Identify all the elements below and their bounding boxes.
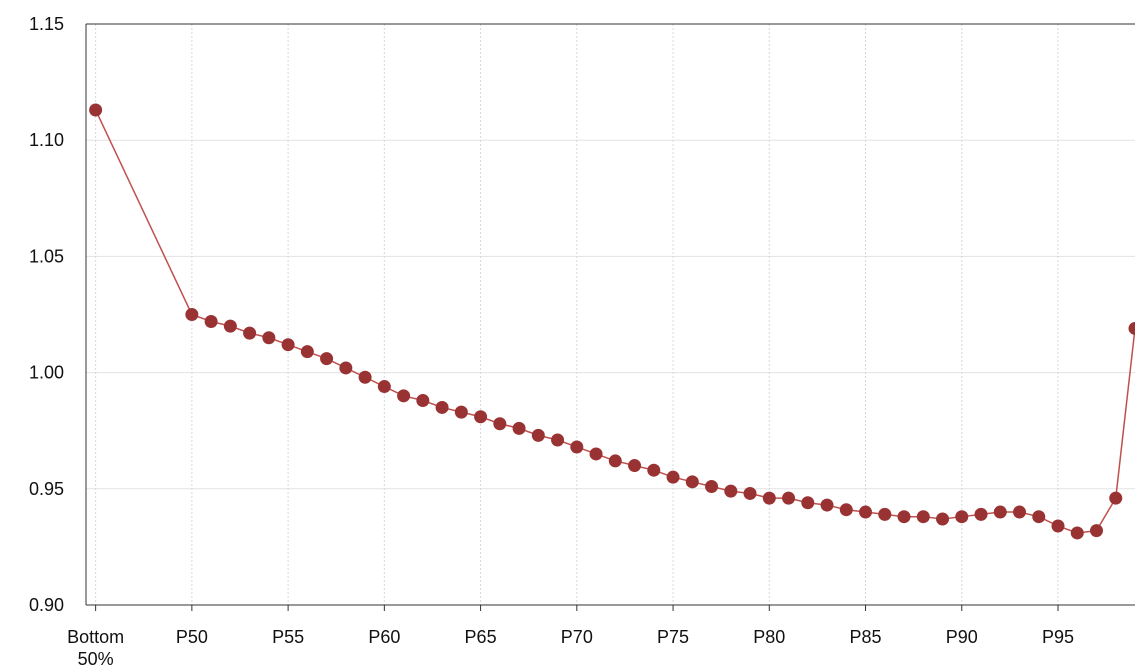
data-point: [243, 326, 257, 340]
x-tick-label-line: P70: [561, 627, 593, 647]
data-point: [974, 507, 988, 521]
data-point: [608, 454, 622, 468]
data-point: [666, 470, 680, 484]
data-point: [1128, 321, 1135, 335]
data-point: [647, 463, 661, 477]
x-tick-label: P90: [946, 627, 978, 647]
data-point: [859, 505, 873, 519]
data-point: [185, 308, 199, 321]
data-point: [339, 361, 353, 375]
data-point: [512, 421, 526, 435]
data-point: [204, 314, 218, 328]
data-point: [685, 475, 699, 489]
x-tick-label-line: P55: [272, 627, 304, 647]
data-point: [416, 393, 430, 407]
y-tick-label: 1.10: [29, 130, 64, 150]
x-tick-label: P70: [561, 627, 593, 647]
x-tick-label: P85: [850, 627, 882, 647]
data-point: [474, 410, 488, 424]
data-point: [820, 498, 834, 512]
data-point: [320, 352, 334, 366]
data-point: [89, 103, 103, 117]
data-point: [936, 512, 950, 526]
data-point: [705, 479, 719, 493]
data-point: [955, 510, 969, 524]
data-point: [743, 486, 757, 500]
data-point: [435, 400, 449, 414]
data-point: [397, 389, 411, 403]
data-point: [993, 505, 1007, 519]
x-tick-label-line: P60: [368, 627, 400, 647]
x-tick-label-line: P65: [465, 627, 497, 647]
y-tick-label: 0.95: [29, 479, 64, 499]
x-tick-label-line: Bottom: [67, 627, 124, 647]
data-point: [262, 331, 276, 345]
data-point: [493, 417, 507, 431]
x-tick-label-line: P50: [176, 627, 208, 647]
data-point: [377, 380, 391, 394]
x-tick-label-line: P95: [1042, 627, 1074, 647]
data-point: [724, 484, 738, 498]
x-tick-label-line: P85: [850, 627, 882, 647]
data-point: [1070, 526, 1084, 540]
x-tick-label-line: P75: [657, 627, 689, 647]
y-tick-label: 1.00: [29, 363, 64, 383]
x-tick-label: Bottom 50%: [67, 627, 124, 669]
data-point: [358, 370, 372, 384]
data-point: [762, 491, 776, 505]
y-tick-label: 0.90: [29, 595, 64, 615]
data-point: [801, 496, 815, 510]
data-point: [1032, 510, 1046, 524]
data-point: [1051, 519, 1065, 533]
y-tick-label: 1.05: [29, 246, 64, 266]
data-point: [897, 510, 911, 524]
x-tick-label: P75: [657, 627, 689, 647]
x-tick-label: P80: [753, 627, 785, 647]
data-point: [782, 491, 796, 505]
data-point: [878, 507, 892, 521]
data-point: [839, 503, 853, 517]
data-point: [1090, 524, 1104, 538]
data-point: [551, 433, 565, 447]
x-tick-label: P50: [176, 627, 208, 647]
data-point: [1109, 491, 1123, 505]
y-tick-label: 1.15: [29, 14, 64, 34]
data-point: [589, 447, 603, 461]
data-point: [916, 510, 930, 524]
data-point: [223, 319, 237, 333]
x-tick-label: P95: [1042, 627, 1074, 647]
series-line: [94, 109, 1135, 534]
data-point: [570, 440, 584, 454]
data-point: [281, 338, 295, 352]
x-tick-label: P55: [272, 627, 304, 647]
data-point: [628, 459, 642, 473]
x-tick-label-line: P80: [753, 627, 785, 647]
data-point: [531, 428, 545, 442]
data-point: [1013, 505, 1027, 519]
x-tick-label: P60: [368, 627, 400, 647]
x-tick-label-line: P90: [946, 627, 978, 647]
data-point: [454, 405, 468, 419]
data-point: [300, 345, 314, 359]
x-tick-label-line: 50%: [78, 649, 114, 669]
x-tick-label: P65: [465, 627, 497, 647]
